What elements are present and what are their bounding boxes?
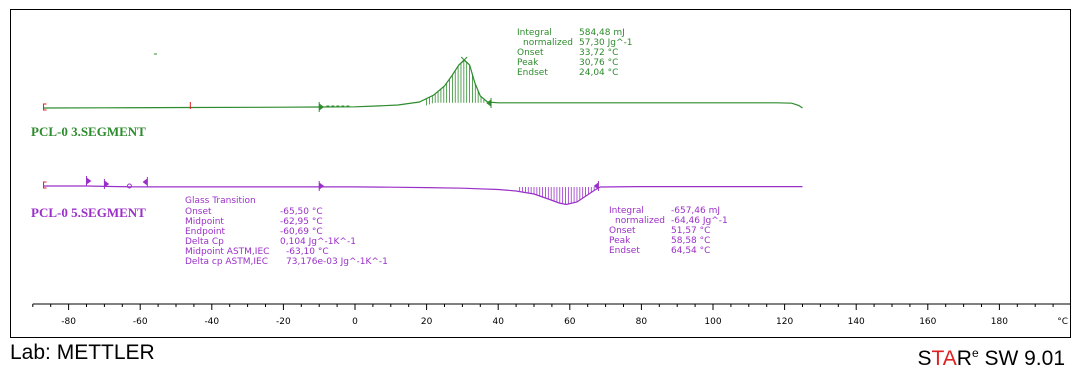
gt-value: -65,50 °C: [280, 207, 323, 217]
peak-analysis-5-value: -64,46 Jg^-1: [671, 216, 728, 226]
x-tick-label: 20: [421, 317, 433, 327]
x-tick-label: 180: [991, 317, 1008, 327]
gt-midpoint-marker: [126, 183, 132, 189]
peak-analysis-3-key: Onset: [517, 48, 544, 58]
integration-start-flag: [318, 102, 325, 112]
x-tick-label: 140: [848, 317, 865, 327]
peak-analysis-5-value: 51,57 °C: [671, 226, 710, 236]
series-line-1: [43, 59, 803, 109]
gt-value: -60,69 °C: [280, 227, 323, 237]
peak-analysis-3-value: 33,72 °C: [579, 48, 618, 58]
peak-analysis-3-value: 584,48 mJ: [579, 28, 625, 38]
gt-value: -62,95 °C: [280, 217, 323, 227]
peak-analysis-3-value: 30,76 °C: [579, 58, 618, 68]
peak-analysis-3-key: Endset: [517, 68, 548, 78]
gt-key: Midpoint ASTM,IEC: [185, 247, 269, 257]
peak-analysis-3-key: Peak: [517, 58, 539, 68]
peak-analysis-5-key: Integral: [609, 206, 644, 216]
peak-analysis-3-key: normalized: [523, 38, 573, 48]
peak-analysis-5-value: 64,54 °C: [671, 246, 710, 256]
gt-key: Delta cp ASTM,IEC: [185, 257, 268, 267]
gt-value: 73,176e-03 Jg^-1K^-1: [286, 257, 388, 267]
x-tick-label: -40: [204, 317, 219, 327]
x-tick-label: 40: [492, 317, 504, 327]
chart-frame: -80 -60 -40 -20 0 20 40 60 80 100 120 140 160 180 °C PC…: [10, 9, 1071, 338]
peak-analysis-5-value: 58,58 °C: [671, 236, 710, 246]
gt-key: Endpoint: [185, 227, 226, 237]
gt-value: 0,104 Jg^-1K^-1: [280, 237, 356, 247]
gt-key: Onset: [185, 207, 212, 217]
peak-marker: [460, 56, 468, 64]
peak-analysis-3-value: 24,04 °C: [579, 68, 618, 78]
gt-value: -63,10 °C: [286, 247, 329, 257]
series-line-2: [43, 185, 803, 206]
x-tick-label: -60: [133, 317, 148, 327]
x-tick-label: -80: [61, 317, 76, 327]
peak-analysis-5-key: Onset: [609, 226, 636, 236]
peak-analysis-5-key: normalized: [615, 216, 665, 226]
x-tick-label: 100: [704, 317, 721, 327]
integration-end-flag: [593, 181, 599, 191]
peak-analysis-3-value: 57,30 Jg^-1: [579, 38, 633, 48]
integration-end-flag: [486, 98, 492, 108]
peak-analysis-5-value: -657,46 mJ: [671, 206, 720, 216]
gt-header: Glass Transition: [185, 196, 256, 206]
x-axis-unit: °C: [1057, 317, 1068, 327]
peak-analysis-5-key: Peak: [609, 236, 631, 246]
brand-logo: STARe SW 9.01: [917, 346, 1065, 370]
start-marker: [43, 181, 47, 189]
gt-flag: [86, 176, 92, 186]
gt-key: Delta Cp: [185, 237, 224, 247]
series-label-1: PCL-0 3.SEGMENT: [31, 124, 146, 139]
series-label-2: PCL-0 5.SEGMENT: [31, 205, 146, 220]
x-tick-label: 80: [636, 317, 648, 327]
gt-key: Midpoint: [185, 217, 224, 227]
x-tick-label: 0: [352, 317, 358, 327]
peak-analysis-5-key: Endset: [609, 246, 640, 256]
x-tick-label: 60: [564, 317, 576, 327]
x-tick-label: 160: [919, 317, 936, 327]
x-tick-label: 120: [776, 317, 793, 327]
gt-flag: [103, 179, 110, 189]
integration-start-flag: [318, 181, 325, 191]
x-tick-label: -20: [276, 317, 291, 327]
start-marker: [43, 103, 47, 111]
gt-flag: [142, 177, 148, 187]
dsc-chart: -80 -60 -40 -20 0 20 40 60 80 100 120 140 160 180 °C PC…: [31, 28, 1070, 327]
peak-analysis-3-key: Integral: [517, 28, 552, 38]
lab-label: Lab: METTLER: [10, 341, 155, 364]
